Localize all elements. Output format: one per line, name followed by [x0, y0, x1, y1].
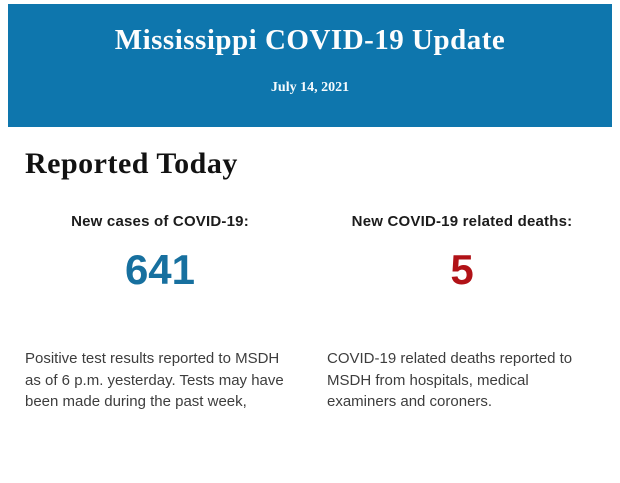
- new-cases-description: Positive test results reported to MSDH a…: [25, 350, 284, 410]
- section-title: Reported Today: [25, 147, 238, 180]
- new-cases-stat: New cases of COVID-19: 641 Positive test…: [25, 213, 295, 413]
- header-date: July 14, 2021: [270, 80, 350, 95]
- new-deaths-label: New COVID-19 related deaths:: [351, 213, 573, 230]
- new-deaths-value: 5: [450, 246, 474, 293]
- new-cases-label: New cases of COVID-19:: [71, 213, 249, 230]
- header-banner: Mississippi COVID-19 Update July 14, 202…: [8, 4, 612, 127]
- new-cases-value: 641: [124, 246, 196, 293]
- new-deaths-description: COVID-19 related deaths reported to MSDH…: [327, 350, 573, 410]
- main-content: Reported Today New cases of COVID-19: 64…: [0, 147, 620, 413]
- new-deaths-stat: New COVID-19 related deaths: 5 COVID-19 …: [327, 213, 597, 413]
- stats-grid: New cases of COVID-19: 641 Positive test…: [25, 213, 597, 413]
- page-title: Mississippi COVID-19 Update: [114, 24, 506, 56]
